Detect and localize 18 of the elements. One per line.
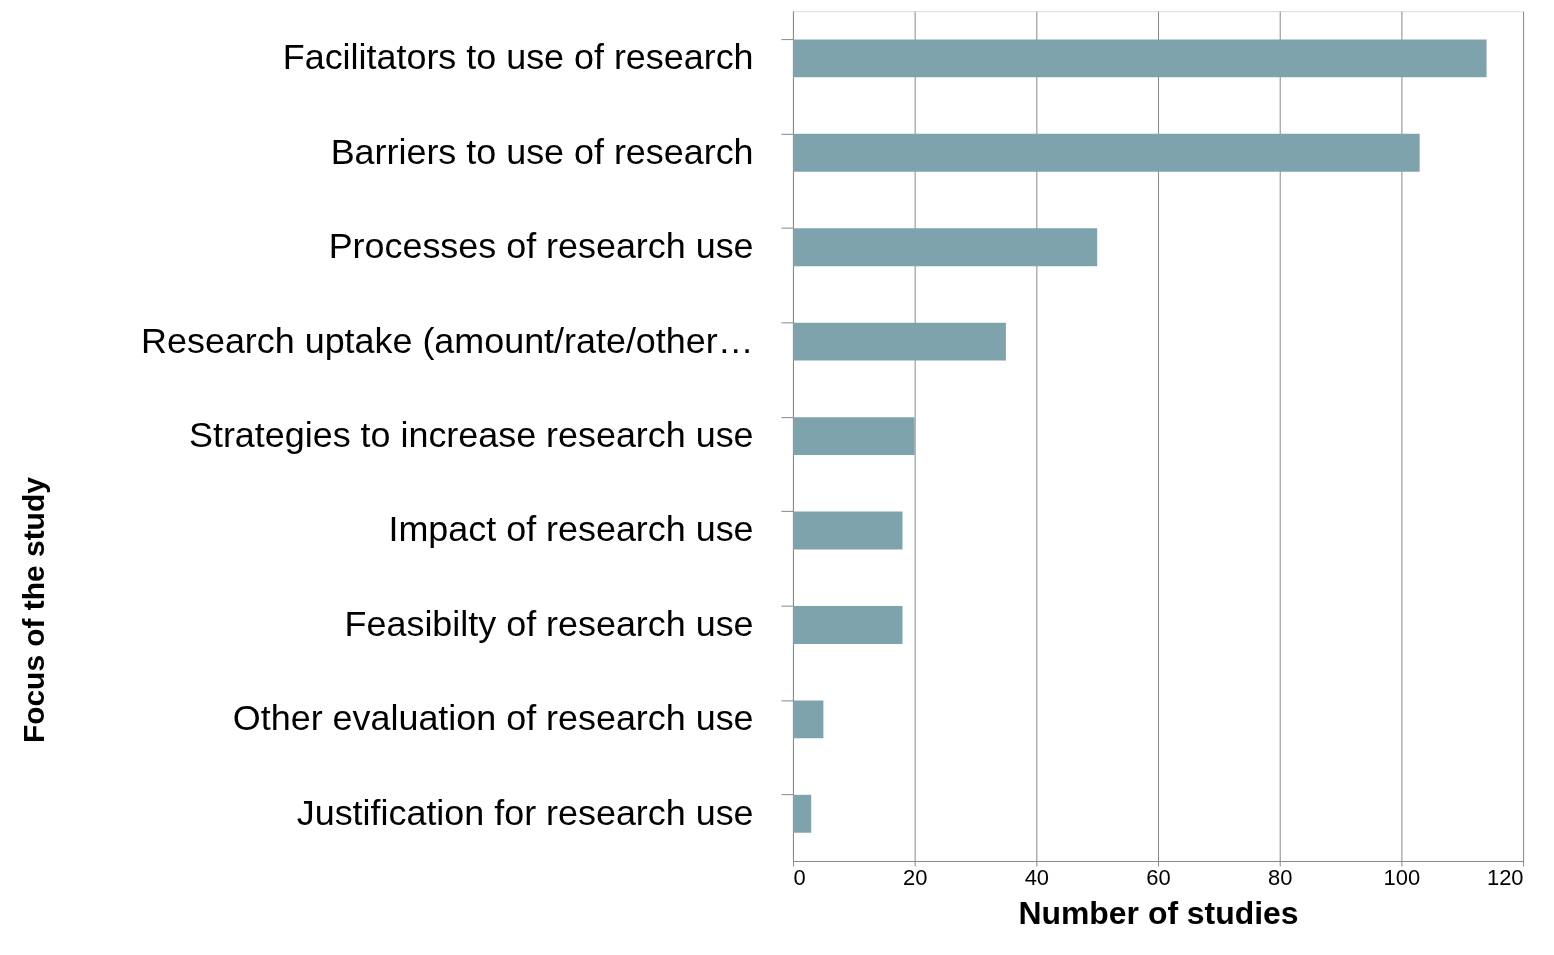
y-tick-label: Processes of research use <box>328 226 754 267</box>
y-tick-label: Impact of research use <box>388 509 754 550</box>
x-tick-label: 60 <box>1146 865 1171 891</box>
x-tick-label: 100 <box>1383 865 1421 891</box>
x-tick-label: 0 <box>793 865 806 891</box>
x-axis-title: Number of studies <box>1018 895 1299 932</box>
y-tick-label: Barriers to use of research <box>330 131 754 172</box>
x-tick-label: 120 <box>1486 865 1524 891</box>
y-tick-label: Research uptake (amount/rate/other… <box>141 320 754 361</box>
y-tick-label: Facilitators to use of research <box>282 37 754 78</box>
y-axis-title: Focus of the study <box>17 476 51 744</box>
x-tick-label: 40 <box>1024 865 1050 891</box>
y-tick-label: Other evaluation of research use <box>232 698 754 739</box>
x-tick-label: 80 <box>1268 865 1293 891</box>
y-tick-label: Justification for research use <box>296 792 754 833</box>
x-tick-label: 20 <box>902 865 928 891</box>
y-tick-label: Strategies to increase research use <box>188 415 754 456</box>
y-tick-label: Feasibilty of research use <box>344 603 754 644</box>
